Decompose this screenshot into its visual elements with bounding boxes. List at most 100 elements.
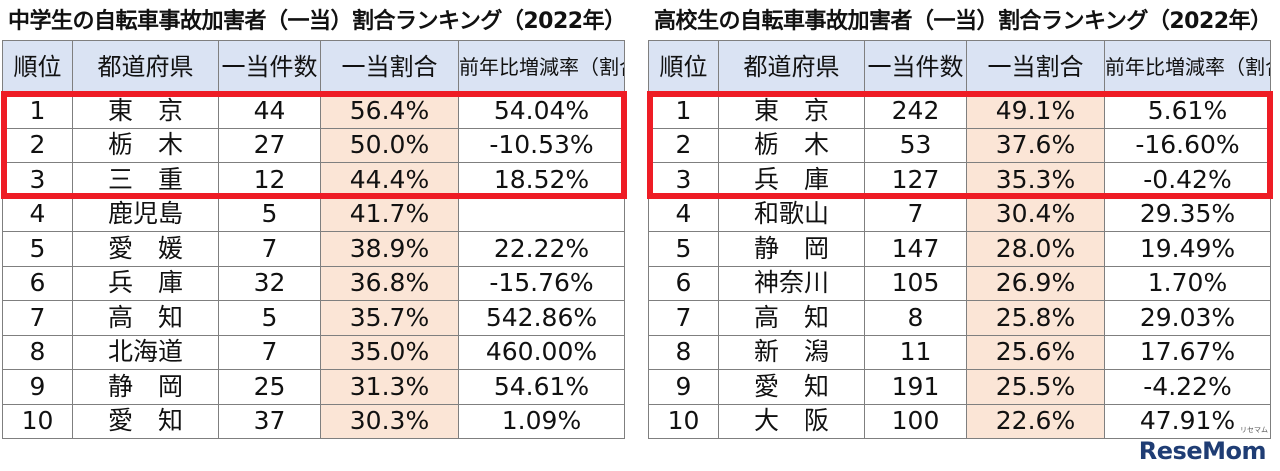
- cell-prefecture: 愛 媛: [72, 231, 219, 267]
- cell-growth: 542.86%: [458, 300, 625, 336]
- cell-ratio: 38.9%: [320, 231, 459, 267]
- cell-count: 37: [218, 403, 321, 439]
- cell-rank: 3: [2, 162, 73, 198]
- cell-growth: 1.09%: [458, 403, 625, 439]
- cell-prefecture: 東 京: [72, 93, 219, 129]
- cell-growth: 22.22%: [458, 231, 625, 267]
- cell-ratio: 35.3%: [966, 162, 1105, 198]
- column-header-growth: 前年比増減率（割合）: [1104, 40, 1271, 94]
- cell-count: 5: [218, 196, 321, 232]
- cell-ratio: 26.9%: [966, 265, 1105, 301]
- cell-rank: 6: [648, 265, 719, 301]
- cell-prefecture: 栃 木: [72, 127, 219, 163]
- cell-growth: 54.61%: [458, 369, 625, 405]
- cell-growth: -10.53%: [458, 127, 625, 163]
- column-header-count: 一当件数: [218, 40, 321, 94]
- cell-prefecture: 高 知: [72, 300, 219, 336]
- table-row: 8 北海道 7 35.0% 460.00%: [2, 334, 625, 370]
- cell-ratio: 35.0%: [320, 334, 459, 370]
- logo-subtext: リセマム: [1240, 426, 1268, 434]
- table-row: 10 大 阪 100 22.6% 47.91%: [648, 403, 1271, 439]
- table-row: 4 和歌山 7 30.4% 29.35%: [648, 196, 1271, 232]
- cell-growth: -4.22%: [1104, 369, 1271, 405]
- column-header-growth: 前年比増減率（割合）: [458, 40, 625, 94]
- table-row: 6 神奈川 105 26.9% 1.70%: [648, 265, 1271, 301]
- cell-growth: 17.67%: [1104, 334, 1271, 370]
- cell-prefecture: 東 京: [718, 93, 865, 129]
- cell-rank: 2: [2, 127, 73, 163]
- cell-growth: 18.52%: [458, 162, 625, 198]
- cell-count: 5: [218, 300, 321, 336]
- cell-rank: 6: [2, 265, 73, 301]
- table-title: 高校生の自転車事故加害者（一当）割合ランキング（2022年）: [654, 9, 1272, 34]
- cell-rank: 8: [2, 334, 73, 370]
- cell-ratio: 25.5%: [966, 369, 1105, 405]
- cell-growth: 5.61%: [1104, 93, 1271, 129]
- cell-rank: 5: [2, 231, 73, 267]
- cell-ratio: 37.6%: [966, 127, 1105, 163]
- cell-growth: 29.03%: [1104, 300, 1271, 336]
- cell-count: 8: [864, 300, 967, 336]
- cell-count: 11: [864, 334, 967, 370]
- cell-growth: [458, 196, 625, 232]
- column-header-ratio: 一当割合: [966, 40, 1105, 94]
- column-header-prefecture: 都道府県: [718, 40, 865, 94]
- cell-rank: 2: [648, 127, 719, 163]
- cell-count: 25: [218, 369, 321, 405]
- cell-count: 7: [864, 196, 967, 232]
- cell-ratio: 25.8%: [966, 300, 1105, 336]
- cell-rank: 8: [648, 334, 719, 370]
- cell-prefecture: 鹿児島: [72, 196, 219, 232]
- cell-rank: 3: [648, 162, 719, 198]
- cell-ratio: 44.4%: [320, 162, 459, 198]
- cell-ratio: 30.4%: [966, 196, 1105, 232]
- cell-count: 32: [218, 265, 321, 301]
- cell-ratio: 50.0%: [320, 127, 459, 163]
- cell-ratio: 49.1%: [966, 93, 1105, 129]
- cell-ratio: 31.3%: [320, 369, 459, 405]
- table-title: 中学生の自転車事故加害者（一当）割合ランキング（2022年）: [8, 9, 626, 34]
- cell-prefecture: 愛 知: [72, 403, 219, 439]
- cell-ratio: 36.8%: [320, 265, 459, 301]
- cell-count: 242: [864, 93, 967, 129]
- cell-prefecture: 兵 庫: [718, 162, 865, 198]
- cell-rank: 9: [648, 369, 719, 405]
- cell-prefecture: 神奈川: [718, 265, 865, 301]
- cell-count: 7: [218, 334, 321, 370]
- cell-ratio: 25.6%: [966, 334, 1105, 370]
- cell-growth: -0.42%: [1104, 162, 1271, 198]
- cell-rank: 10: [2, 403, 73, 439]
- cell-count: 191: [864, 369, 967, 405]
- high-school-ranking-panel: 高校生の自転車事故加害者（一当）割合ランキング（2022年） 順位 都道府県 一当件…: [647, 4, 1273, 439]
- table-row: 10 愛 知 37 30.3% 1.09%: [2, 403, 625, 439]
- top3-highlight-box: [647, 91, 1273, 199]
- cell-count: 7: [218, 231, 321, 267]
- cell-prefecture: 静 岡: [72, 369, 219, 405]
- top3-highlight-box: [1, 91, 627, 199]
- cell-growth: 19.49%: [1104, 231, 1271, 267]
- column-header-count: 一当件数: [864, 40, 967, 94]
- cell-ratio: 30.3%: [320, 403, 459, 439]
- cell-prefecture: 新 潟: [718, 334, 865, 370]
- cell-rank: 10: [648, 403, 719, 439]
- cell-ratio: 35.7%: [320, 300, 459, 336]
- cell-ratio: 28.0%: [966, 231, 1105, 267]
- cell-prefecture: 兵 庫: [72, 265, 219, 301]
- table-row: 4 鹿児島 5 41.7%: [2, 196, 625, 232]
- column-header-rank: 順位: [2, 40, 73, 94]
- column-header-prefecture: 都道府県: [72, 40, 219, 94]
